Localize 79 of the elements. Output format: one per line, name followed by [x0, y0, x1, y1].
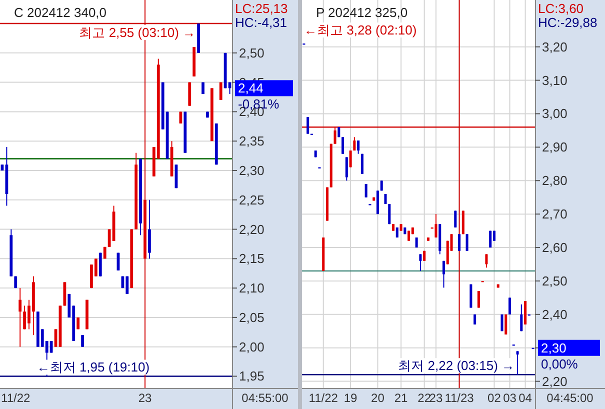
y-tick-label: 2,00 [239, 339, 264, 354]
annotation: 최저 2,22 (03:15) → [398, 358, 515, 374]
chart-title: C 202412 340,0 [14, 5, 107, 20]
x-tick-label: 02 [488, 391, 502, 405]
chart-title: P 202412 325,0 [316, 5, 408, 20]
text: HC:-29,88 [538, 15, 598, 30]
x-tick-label: 11/23 [444, 391, 474, 405]
x-tick-label: 20 [371, 391, 385, 405]
y-tick-label: 2,40 [542, 306, 568, 322]
y-tick-label: 2,15 [239, 251, 264, 266]
y-tick-label: 1,95 [239, 368, 264, 384]
y-tick-label: 3,00 [542, 106, 568, 122]
candlestick [342, 136, 344, 154]
candlestick [81, 334, 84, 348]
candlestick [98, 252, 102, 277]
candlestick [179, 111, 182, 124]
x-tick-label: 23 [138, 391, 152, 405]
candlestick [63, 282, 66, 306]
candlestick [345, 156, 348, 182]
candlestick [360, 153, 364, 174]
y-tick-label: 2,50 [239, 45, 264, 60]
x-tick-label: 03 [503, 391, 517, 405]
x-tick-label: 04 [518, 391, 532, 405]
annotation: ←최저 1,95 (19:10) [36, 360, 150, 375]
y-tick-label: 2,05 [239, 310, 264, 325]
candlestick [419, 254, 422, 272]
candlestick [458, 234, 461, 252]
candlestick [357, 140, 360, 154]
annotation: ←최고 3,28 (02:10) [304, 22, 417, 38]
y-tick-label: 2,90 [542, 140, 568, 155]
candlestick [306, 116, 310, 134]
candlestick [462, 210, 464, 235]
x-tick-label: 21 [394, 391, 408, 405]
x-tick-label: 11/22 [308, 391, 338, 405]
candlestick [504, 314, 508, 335]
y-tick-label: 2,60 [542, 240, 568, 256]
y-tick-label: 3,10 [542, 72, 568, 88]
text: 0,00% [541, 356, 578, 372]
y-tick-label: 2,10 [239, 280, 264, 296]
candlestick [376, 190, 379, 215]
candlestick [188, 82, 192, 106]
y-tick-label: 2,80 [542, 173, 568, 188]
x-tick-label: 11/22 [1, 391, 31, 405]
text: 2,44 [238, 80, 264, 96]
x-tick-label: 22 [418, 391, 432, 405]
candlestick [219, 82, 222, 100]
candlestick [349, 150, 352, 168]
candlestick [18, 288, 22, 348]
candlestick [520, 304, 523, 332]
candlestick [485, 254, 488, 268]
candlestick [466, 234, 468, 252]
candlestick [334, 126, 336, 144]
text: 04:45:00 [546, 391, 594, 405]
candlestick [353, 136, 356, 152]
y-tick-label: 2,35 [239, 134, 264, 149]
candlestick [454, 210, 457, 228]
annotation: 최고 2,55 (03:10) → [79, 25, 196, 40]
candlestick [524, 300, 527, 325]
candlestick [477, 290, 480, 308]
y-tick-label: 2,70 [542, 206, 568, 222]
x-tick-label: 19 [344, 391, 358, 405]
candlestick [364, 183, 368, 198]
candlestick [388, 204, 391, 225]
y-tick-label: 2,20 [542, 374, 568, 389]
text: HC:-4,31 [235, 15, 288, 30]
text: LC:25,13 [235, 1, 288, 16]
candlestick [434, 214, 438, 238]
candlestick [442, 260, 446, 288]
x-tick-label: 23 [429, 391, 443, 405]
candlestick [148, 199, 151, 260]
y-tick-label: 2,20 [239, 222, 264, 237]
y-tick-label: 3,20 [542, 39, 568, 54]
y-tick-label: 2,30 [239, 162, 264, 178]
y-tick-label: 2,25 [239, 192, 264, 208]
text: LC:3,60 [538, 1, 584, 16]
text: 04:55:00 [242, 391, 289, 405]
candlestick [508, 297, 512, 315]
y-tick-label: 2,50 [542, 273, 568, 288]
candlestick [516, 350, 519, 376]
